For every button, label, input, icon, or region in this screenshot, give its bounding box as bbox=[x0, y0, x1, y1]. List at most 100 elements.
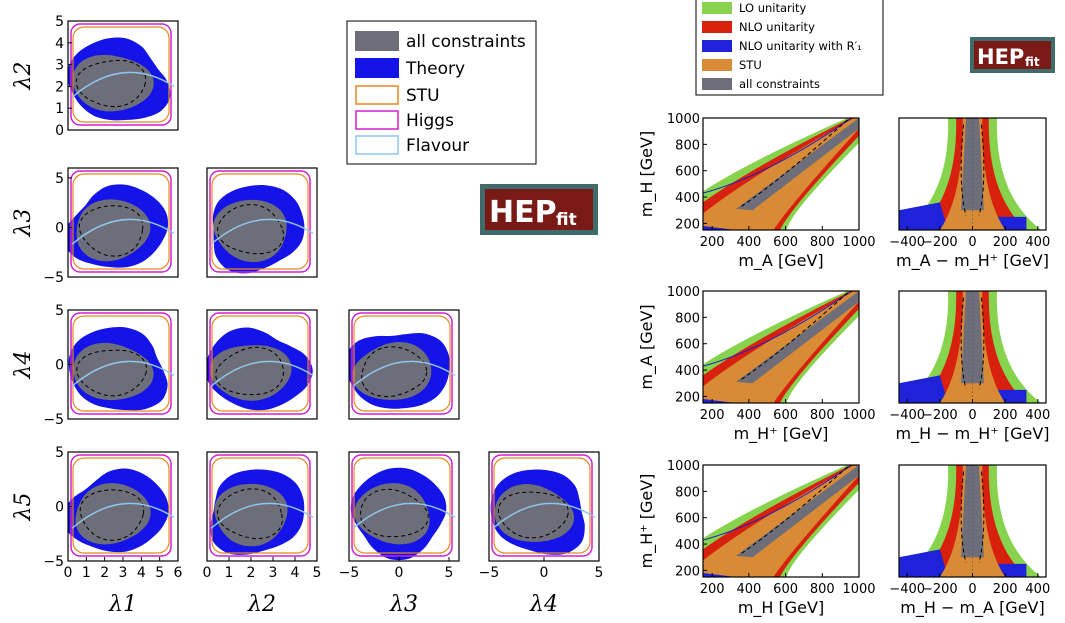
y-tick-label: 4 bbox=[55, 36, 64, 52]
column-label: λ3 bbox=[389, 592, 418, 617]
legend-label-stu-right: STU bbox=[739, 58, 762, 72]
all-constraints-contour bbox=[217, 204, 285, 255]
x-axis-label-left: m_H [GeV] bbox=[738, 598, 824, 618]
flavour-contour bbox=[352, 502, 456, 529]
logo-hep-text: HEP bbox=[489, 195, 557, 230]
higgs-contour bbox=[209, 170, 311, 273]
y-tick-label: 2 bbox=[55, 79, 64, 95]
higgs-contour bbox=[209, 454, 311, 557]
y-tick-label: 5 bbox=[55, 303, 64, 319]
y-tick-label: 400 bbox=[675, 364, 700, 379]
stu-region bbox=[703, 291, 859, 403]
y-tick-label: 600 bbox=[675, 512, 700, 527]
nlo-r1-region-left bbox=[899, 375, 948, 403]
nlo-r1-contour bbox=[703, 291, 852, 367]
legend-swatch-nlo-unitarity bbox=[702, 21, 732, 33]
higgs-contour bbox=[351, 454, 453, 557]
stu-region bbox=[703, 118, 859, 230]
y-tick-label: 200 bbox=[675, 390, 700, 405]
legend-label-higgs: Higgs bbox=[406, 111, 454, 131]
y-tick-label: 1000 bbox=[667, 285, 700, 300]
subplot-r2-c1: 0 1 2 3 4 5 λ2 bbox=[11, 14, 179, 139]
flavour-contour bbox=[210, 502, 314, 529]
x-tick-label: 200 bbox=[700, 582, 725, 597]
subplot-r3-c1: −5 0 5 λ3 bbox=[11, 167, 179, 286]
legend-label-theory: Theory bbox=[405, 59, 465, 79]
all-constraints-contour bbox=[960, 297, 985, 389]
x-tick-label: −400 bbox=[889, 235, 925, 250]
hepfit-logo-left: HEP fit bbox=[480, 184, 598, 235]
flavour-contour bbox=[492, 502, 596, 529]
y-tick-label: 800 bbox=[675, 485, 700, 500]
x-tick-label: 0 bbox=[203, 565, 212, 581]
y-tick-label: −5 bbox=[43, 270, 64, 286]
nlo-r1-region-right bbox=[997, 389, 1027, 403]
x-tick-label: 1000 bbox=[842, 582, 875, 597]
plot-frame bbox=[67, 167, 179, 278]
x-tick-label: 400 bbox=[1025, 235, 1050, 250]
x-axis-label-right: m_A − m_H⁺ [GeV] bbox=[896, 251, 1049, 271]
higgs-contour bbox=[491, 454, 593, 557]
y-tick-label: 400 bbox=[675, 538, 700, 553]
x-tick-label: 6 bbox=[174, 565, 183, 581]
x-tick-label: 0 bbox=[968, 408, 976, 423]
x-tick-label: 200 bbox=[700, 235, 725, 250]
subplot-r4-c3 bbox=[348, 309, 460, 420]
legend-label-all-constraints-right: all constraints bbox=[739, 77, 820, 91]
row-label: λ5 bbox=[11, 493, 36, 522]
hepfit-logo-right: HEP fit bbox=[970, 37, 1055, 73]
y-tick-label: 0 bbox=[55, 123, 64, 139]
stu-contour bbox=[72, 26, 170, 123]
x-tick-label: 3 bbox=[119, 565, 128, 581]
logo-fit-text-right: fit bbox=[1025, 55, 1040, 69]
x-tick-label: 2 bbox=[247, 565, 256, 581]
nlo-r1-region bbox=[703, 573, 737, 577]
y-tick-label: 1 bbox=[55, 101, 64, 117]
y-tick-label: 600 bbox=[675, 165, 700, 180]
legend-label-nlo-unitarity-r1: NLO unitarity with R′₁ bbox=[739, 39, 862, 53]
y-axis-label: m_H⁺ [GeV] bbox=[637, 474, 657, 569]
mass-subplot-left-r2: 200 400 600 800 1000 200 400 600 800 1000 m_A [GeV… bbox=[637, 285, 876, 444]
x-tick-label: 5 bbox=[445, 565, 454, 581]
y-tick-label: 1000 bbox=[667, 112, 700, 127]
plot-frame bbox=[702, 117, 860, 231]
higgs-contour bbox=[70, 454, 172, 557]
stu-contour bbox=[353, 315, 451, 412]
y-axis-label: m_A [GeV] bbox=[637, 304, 657, 389]
plot-frame bbox=[348, 309, 460, 420]
subplot-r4-c2 bbox=[206, 309, 318, 420]
all-constraints-contour bbox=[76, 349, 147, 397]
plot-frame bbox=[206, 309, 318, 420]
flavour-contour bbox=[71, 71, 175, 98]
right-legend: LO unitarity NLO unitarity NLO unitarity… bbox=[695, 0, 884, 96]
x-tick-label: 200 bbox=[993, 582, 1018, 597]
stu-contour bbox=[211, 457, 309, 554]
y-tick-label: 3 bbox=[55, 58, 64, 74]
y-tick-label: −5 bbox=[43, 554, 64, 570]
subplot-r5-c3: −5 0 5 λ3 bbox=[339, 451, 460, 617]
x-tick-label: 400 bbox=[1025, 582, 1050, 597]
flavour-contour bbox=[71, 218, 175, 245]
all-constraints-region bbox=[736, 291, 859, 384]
all-constraints-region bbox=[736, 465, 859, 558]
y-axis-label: m_H [GeV] bbox=[637, 131, 657, 217]
legend-swatch-higgs bbox=[355, 110, 399, 130]
x-tick-label: −200 bbox=[922, 582, 958, 597]
stu-contour bbox=[353, 457, 451, 554]
x-axis-label-left: m_H⁺ [GeV] bbox=[734, 424, 829, 444]
legend-label-lo-unitarity: LO unitarity bbox=[739, 1, 806, 15]
mass-subplot-left-r3: 200 400 600 800 1000 200 400 600 800 1000 m_H⁺ [Ge… bbox=[637, 459, 876, 618]
plot-frame bbox=[702, 290, 860, 404]
x-tick-label: 3 bbox=[269, 565, 278, 581]
all-constraints-region bbox=[72, 54, 154, 112]
x-tick-label: 200 bbox=[993, 235, 1018, 250]
stu-contour bbox=[72, 315, 170, 412]
all-constraints-region bbox=[213, 199, 287, 263]
x-tick-label: −200 bbox=[922, 408, 958, 423]
x-tick-label: 2 bbox=[100, 565, 109, 581]
x-tick-label: 0 bbox=[540, 565, 549, 581]
